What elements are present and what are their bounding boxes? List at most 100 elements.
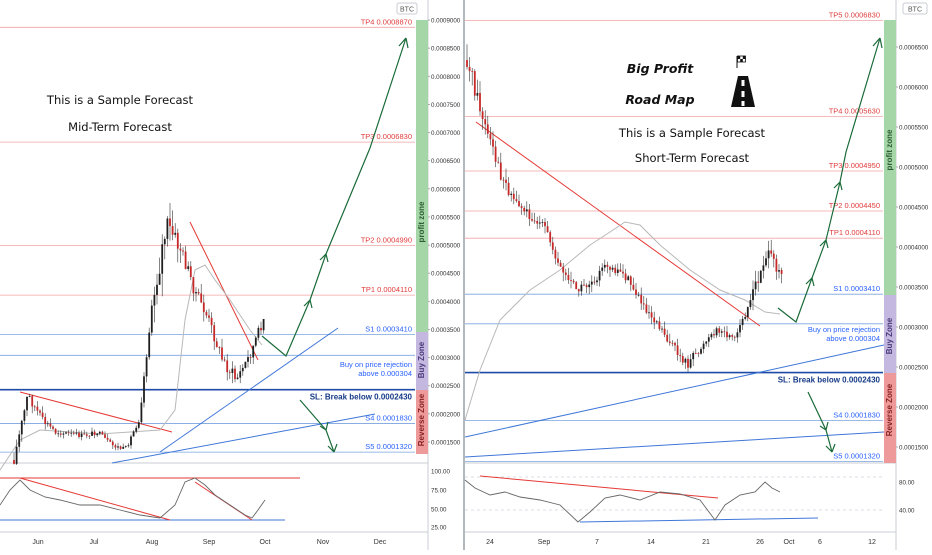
left-osc-tick-1: 75.00 xyxy=(431,488,447,495)
left-level-label-2: TP2 0.0004990 xyxy=(361,236,412,245)
right-candle-body-119 xyxy=(775,258,778,272)
right-candle-body-7 xyxy=(484,119,487,125)
right-candle-body-23 xyxy=(525,209,528,212)
left-candle-body-88 xyxy=(241,367,244,372)
left-candle-body-18 xyxy=(59,433,62,435)
left-reverse-zone-label: Reverse Zone xyxy=(417,393,426,446)
left-symbol-badge: BTC xyxy=(396,2,418,15)
right-oscillator: 80.00 40.00 xyxy=(464,475,915,523)
right-candle-body-91 xyxy=(702,343,705,350)
right-candle-body-75 xyxy=(661,328,663,330)
left-candle-body-24 xyxy=(75,432,78,434)
right-candle-body-85 xyxy=(687,358,689,368)
right-price-tick-1: 0.0006000 xyxy=(899,85,929,92)
right-osc-line xyxy=(464,479,781,523)
left-candle-body-39 xyxy=(114,445,117,448)
left-candle-body-70 xyxy=(195,291,197,294)
left-candle-body-63 xyxy=(176,232,179,249)
right-candle-body-77 xyxy=(666,334,669,342)
right-candle-body-86 xyxy=(689,359,692,368)
right-profit-zone-band xyxy=(884,20,896,295)
right-candle-body-80 xyxy=(674,342,676,346)
right-level-label-2: TP3 0.0004950 xyxy=(829,161,880,170)
left-candle-body-22 xyxy=(70,432,73,434)
right-candle-body-16 xyxy=(507,182,510,195)
left-candle-body-90 xyxy=(247,357,249,362)
right-candle-body-66 xyxy=(637,294,640,296)
left-panel-background xyxy=(0,0,463,550)
left-candle-body-89 xyxy=(244,361,247,368)
left-candle-body-23 xyxy=(72,432,75,434)
right-candle-body-9 xyxy=(489,133,492,140)
right-candle-body-59 xyxy=(619,269,622,272)
left-candle-body-19 xyxy=(62,433,65,435)
left-candle-body-34 xyxy=(101,431,104,435)
right-candle-body-57 xyxy=(614,267,617,273)
right-candle-body-87 xyxy=(692,352,695,360)
left-candle-body-77 xyxy=(213,325,216,342)
right-candle-body-74 xyxy=(658,321,661,329)
right-annotation-road-map: Road Map xyxy=(625,92,694,107)
right-annotation-big-profit: Big Profit xyxy=(627,61,694,76)
right-candle-body-93 xyxy=(707,337,710,342)
left-forecast-path xyxy=(261,37,407,357)
right-candle-body-2 xyxy=(471,71,474,72)
left-candle-body-52 xyxy=(148,332,151,358)
right-price-tick-9: 0.0002000 xyxy=(899,405,929,412)
left-candle-body-71 xyxy=(197,291,200,294)
left-candle-body-95 xyxy=(260,327,262,331)
right-candle-body-47 xyxy=(588,284,591,288)
right-symbol-badge-text: BTC xyxy=(908,7,922,14)
left-candle-body-9 xyxy=(36,406,39,411)
right-candle-body-34 xyxy=(554,249,557,259)
left-price-axis: 0.0009000 0.0008500 0.0008000 0.0007500 0.00… xyxy=(428,18,461,447)
right-time-label-0: 24 xyxy=(486,539,494,546)
left-forecast-tick-2 xyxy=(319,253,329,263)
right-candle-body-21 xyxy=(520,206,523,208)
right-candle-body-118 xyxy=(772,253,775,259)
left-time-label-4: Oct xyxy=(260,539,271,546)
right-candle-body-78 xyxy=(668,341,671,343)
right-candle-body-27 xyxy=(536,220,539,224)
left-candle-body-28 xyxy=(85,434,88,436)
left-forecast-tick-1 xyxy=(303,299,313,309)
right-candle-body-62 xyxy=(627,276,630,281)
left-candle-body-74 xyxy=(205,312,208,316)
left-stop-loss-label: SL: Break below 0.0002430 xyxy=(310,393,413,402)
left-candle-body-41 xyxy=(119,446,122,449)
right-annotation-sample: This is a Sample Forecast xyxy=(618,126,766,140)
right-candle-body-103 xyxy=(733,336,736,338)
right-time-label-6: Oct xyxy=(784,539,795,546)
left-candle-body-96 xyxy=(262,318,265,331)
right-level-label-7: S5 0.0001320 xyxy=(833,451,880,460)
right-candle-body-71 xyxy=(650,312,653,318)
right-candle-body-38 xyxy=(564,272,567,275)
right-candle-body-89 xyxy=(697,353,700,354)
right-red-trendline xyxy=(475,121,761,327)
left-candle-body-14 xyxy=(49,423,52,427)
left-candle-body-76 xyxy=(210,317,213,326)
left-candle-body-47 xyxy=(135,427,138,432)
right-candle-body-22 xyxy=(523,207,526,212)
left-forecast-arrows xyxy=(261,37,409,453)
right-candle-body-106 xyxy=(741,318,744,326)
right-forecast-arrows xyxy=(777,37,883,453)
left-level-label-5: S4 0.0001830 xyxy=(365,413,412,422)
right-osc-blue-trend xyxy=(579,517,819,523)
right-candle-body-108 xyxy=(746,307,749,318)
right-candle-body-90 xyxy=(700,349,702,354)
left-candle-body-49 xyxy=(140,402,143,423)
left-level-lines: TP4 0.0008870 TP3 0.0006830 TP2 0.0004990 T… xyxy=(0,17,415,453)
left-candles xyxy=(13,202,265,466)
right-candle-body-70 xyxy=(648,312,650,314)
right-candle-body-39 xyxy=(567,274,570,281)
right-candle-body-109 xyxy=(749,300,752,308)
left-price-tick-1: 0.0008500 xyxy=(431,46,461,53)
left-candle-body-44 xyxy=(127,445,130,447)
left-red-trendline-2 xyxy=(189,221,259,361)
left-candle-body-82 xyxy=(226,360,229,373)
right-candle-body-58 xyxy=(616,269,619,273)
right-candle-body-92 xyxy=(705,341,708,344)
right-candle-body-94 xyxy=(710,334,713,338)
